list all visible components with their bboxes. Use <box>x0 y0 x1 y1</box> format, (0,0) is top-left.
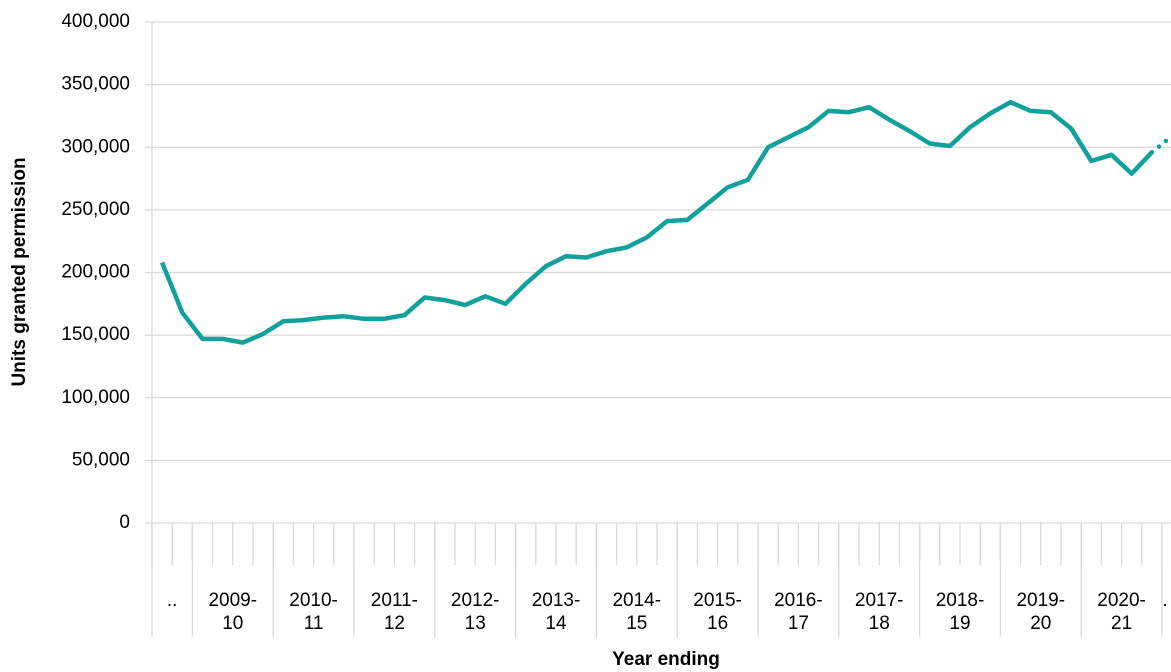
line-series <box>160 99 1154 345</box>
y-tick-label: 150,000 <box>61 324 130 345</box>
y-tick-label: 100,000 <box>61 387 130 408</box>
x-group-label: 21 <box>1111 613 1132 634</box>
y-tick-label: 0 <box>119 512 130 533</box>
x-group-label: 2016- <box>774 590 823 611</box>
y-tick-label: 350,000 <box>61 74 130 95</box>
x-group-label: 14 <box>545 613 567 634</box>
x-group-label: 2018- <box>936 590 985 611</box>
x-group-label: 19 <box>949 613 970 634</box>
x-group-label: 20 <box>1030 613 1051 634</box>
x-axis-title: Year ending <box>612 649 720 670</box>
x-group-label: 2014- <box>612 590 661 611</box>
y-tick-label: 200,000 <box>61 262 130 283</box>
y-tick-label: 300,000 <box>61 136 130 157</box>
x-group-label: 15 <box>626 613 647 634</box>
y-tick-label: 250,000 <box>61 199 130 220</box>
x-group-label: 2009- <box>208 590 257 611</box>
x-group-label: 11 <box>304 613 324 634</box>
x-group-label: 10 <box>222 613 243 634</box>
x-group-label: 2013- <box>532 590 581 611</box>
x-group-label: . <box>1162 590 1167 611</box>
x-group-label: 18 <box>869 613 890 634</box>
y-axis-title: Units granted permission <box>9 157 30 386</box>
x-group-label: 17 <box>788 613 809 634</box>
x-group-label: 2015- <box>693 590 742 611</box>
y-tick-label: 50,000 <box>72 449 130 470</box>
x-group-label: 2012- <box>451 590 500 611</box>
x-group-label: 2010- <box>289 590 338 611</box>
x-group-label: 16 <box>707 613 728 634</box>
y-tick-label: 400,000 <box>61 11 130 32</box>
x-group-label: 13 <box>465 613 486 634</box>
x-group-label: .. <box>167 590 178 611</box>
x-group-label: 2020- <box>1097 590 1146 611</box>
x-group-label: 2019- <box>1016 590 1065 611</box>
x-group-label: 2017- <box>855 590 904 611</box>
line-series-dotted <box>1149 134 1171 155</box>
x-group-label: 2011- <box>371 590 418 611</box>
x-group-label: 12 <box>384 613 405 634</box>
